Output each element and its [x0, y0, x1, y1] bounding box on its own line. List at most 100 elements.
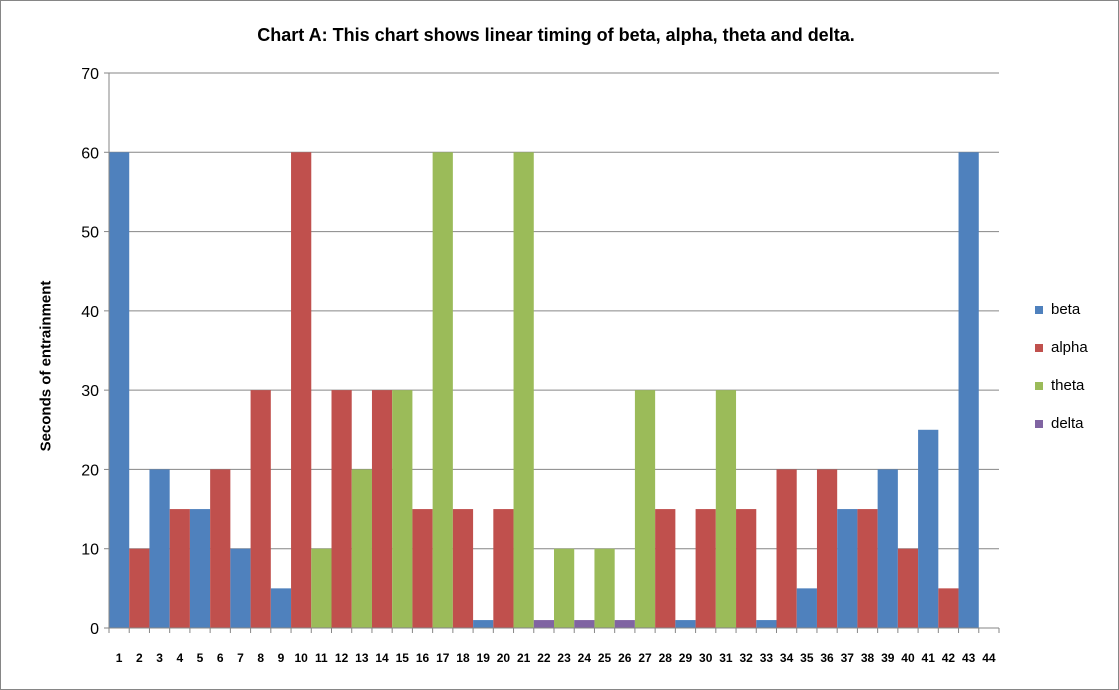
x-tick-label: 2 — [136, 651, 143, 665]
bar-alpha — [250, 390, 271, 628]
y-tick-label: 0 — [90, 621, 99, 638]
x-tick-label: 36 — [820, 651, 834, 665]
bar-alpha — [452, 509, 474, 628]
x-tick-label: 15 — [396, 651, 410, 665]
x-tick-label: 5 — [197, 651, 204, 665]
bar-alpha — [331, 390, 352, 628]
x-tick-label: 35 — [800, 651, 814, 665]
bar-alpha — [412, 509, 433, 628]
bar-delta — [614, 620, 635, 628]
bar-alpha — [897, 548, 919, 628]
legend-label: beta — [1051, 301, 1081, 318]
x-tick-label: 37 — [841, 651, 855, 665]
bar-theta — [634, 390, 656, 628]
legend-item-alpha: alpha — [1035, 339, 1115, 359]
x-tick-label: 18 — [456, 651, 470, 665]
y-tick-label: 70 — [81, 66, 99, 83]
x-tick-label: 32 — [739, 651, 753, 665]
legend-item-delta: delta — [1035, 415, 1115, 435]
x-tick-label: 12 — [335, 651, 349, 665]
y-tick-label: 60 — [81, 145, 99, 162]
x-tick-label: 27 — [638, 651, 652, 665]
x-tick-label: 42 — [942, 651, 956, 665]
legend-label: delta — [1051, 415, 1084, 432]
x-tick-label: 19 — [477, 651, 491, 665]
bar-alpha — [210, 469, 231, 628]
legend-swatch — [1035, 420, 1043, 428]
x-tick-label: 20 — [497, 651, 511, 665]
x-tick-label: 40 — [901, 651, 915, 665]
x-tick-label: 9 — [278, 651, 285, 665]
x-tick-label: 8 — [257, 651, 264, 665]
bar-theta — [392, 390, 413, 628]
bar-alpha — [736, 509, 757, 628]
x-tick-label: 13 — [355, 651, 369, 665]
bar-beta — [918, 429, 939, 628]
y-tick-label: 30 — [81, 383, 99, 400]
bar-beta — [796, 588, 817, 628]
x-tick-label: 38 — [861, 651, 875, 665]
y-tick-label: 50 — [81, 225, 99, 242]
bar-beta — [675, 620, 696, 628]
x-tick-label: 33 — [760, 651, 774, 665]
x-tick-label: 41 — [922, 651, 936, 665]
bar-beta — [473, 620, 494, 628]
bar-theta — [715, 390, 737, 628]
x-tick-label: 10 — [294, 651, 308, 665]
x-tick-label: 1 — [116, 651, 123, 665]
bar-beta — [877, 469, 898, 628]
bar-beta — [958, 152, 979, 629]
bar-beta — [756, 620, 777, 628]
y-tick-label: 20 — [81, 462, 99, 479]
x-tick-label: 14 — [375, 651, 389, 665]
x-tick-label: 29 — [679, 651, 693, 665]
x-tick-label: 21 — [517, 651, 531, 665]
bar-theta — [311, 548, 332, 628]
bar-alpha — [493, 509, 514, 628]
x-tick-label: 43 — [962, 651, 976, 665]
x-tick-label: 44 — [982, 651, 996, 665]
legend-swatch — [1035, 344, 1043, 352]
x-tick-label: 11 — [315, 651, 328, 665]
bar-beta — [270, 588, 292, 628]
bar-theta — [594, 548, 615, 628]
x-tick-label: 16 — [416, 651, 430, 665]
x-tick-label: 39 — [881, 651, 895, 665]
x-tick-label: 7 — [237, 651, 244, 665]
legend-swatch — [1035, 382, 1043, 390]
bar-alpha — [776, 469, 797, 628]
x-tick-label: 22 — [537, 651, 551, 665]
bar-delta — [574, 620, 595, 628]
x-tick-label: 34 — [780, 651, 794, 665]
x-tick-label: 31 — [719, 651, 733, 665]
bar-beta — [109, 152, 130, 629]
legend-label: alpha — [1051, 339, 1088, 356]
legend-label: theta — [1051, 377, 1085, 394]
x-tick-label: 30 — [699, 651, 713, 665]
bar-alpha — [816, 469, 838, 628]
legend-item-beta: beta — [1035, 301, 1115, 321]
bar-theta — [513, 152, 534, 629]
y-tick-label: 40 — [81, 304, 99, 321]
y-tick-label: 10 — [81, 542, 99, 559]
bar-alpha — [938, 588, 959, 628]
x-tick-label: 4 — [176, 651, 183, 665]
bar-beta — [837, 509, 858, 628]
bar-theta — [432, 152, 453, 629]
bar-theta — [351, 469, 372, 628]
bar-alpha — [655, 509, 676, 628]
x-tick-label: 3 — [156, 651, 163, 665]
x-tick-label: 23 — [557, 651, 571, 665]
bar-alpha — [695, 509, 716, 628]
bar-theta — [554, 548, 575, 628]
bar-beta — [189, 509, 211, 628]
bar-alpha — [169, 509, 190, 628]
bar-alpha — [371, 390, 393, 628]
bar-beta — [230, 548, 251, 628]
legend-item-theta: theta — [1035, 377, 1115, 397]
x-tick-label: 26 — [618, 651, 632, 665]
bar-alpha — [857, 509, 878, 628]
x-tick-label: 25 — [598, 651, 612, 665]
